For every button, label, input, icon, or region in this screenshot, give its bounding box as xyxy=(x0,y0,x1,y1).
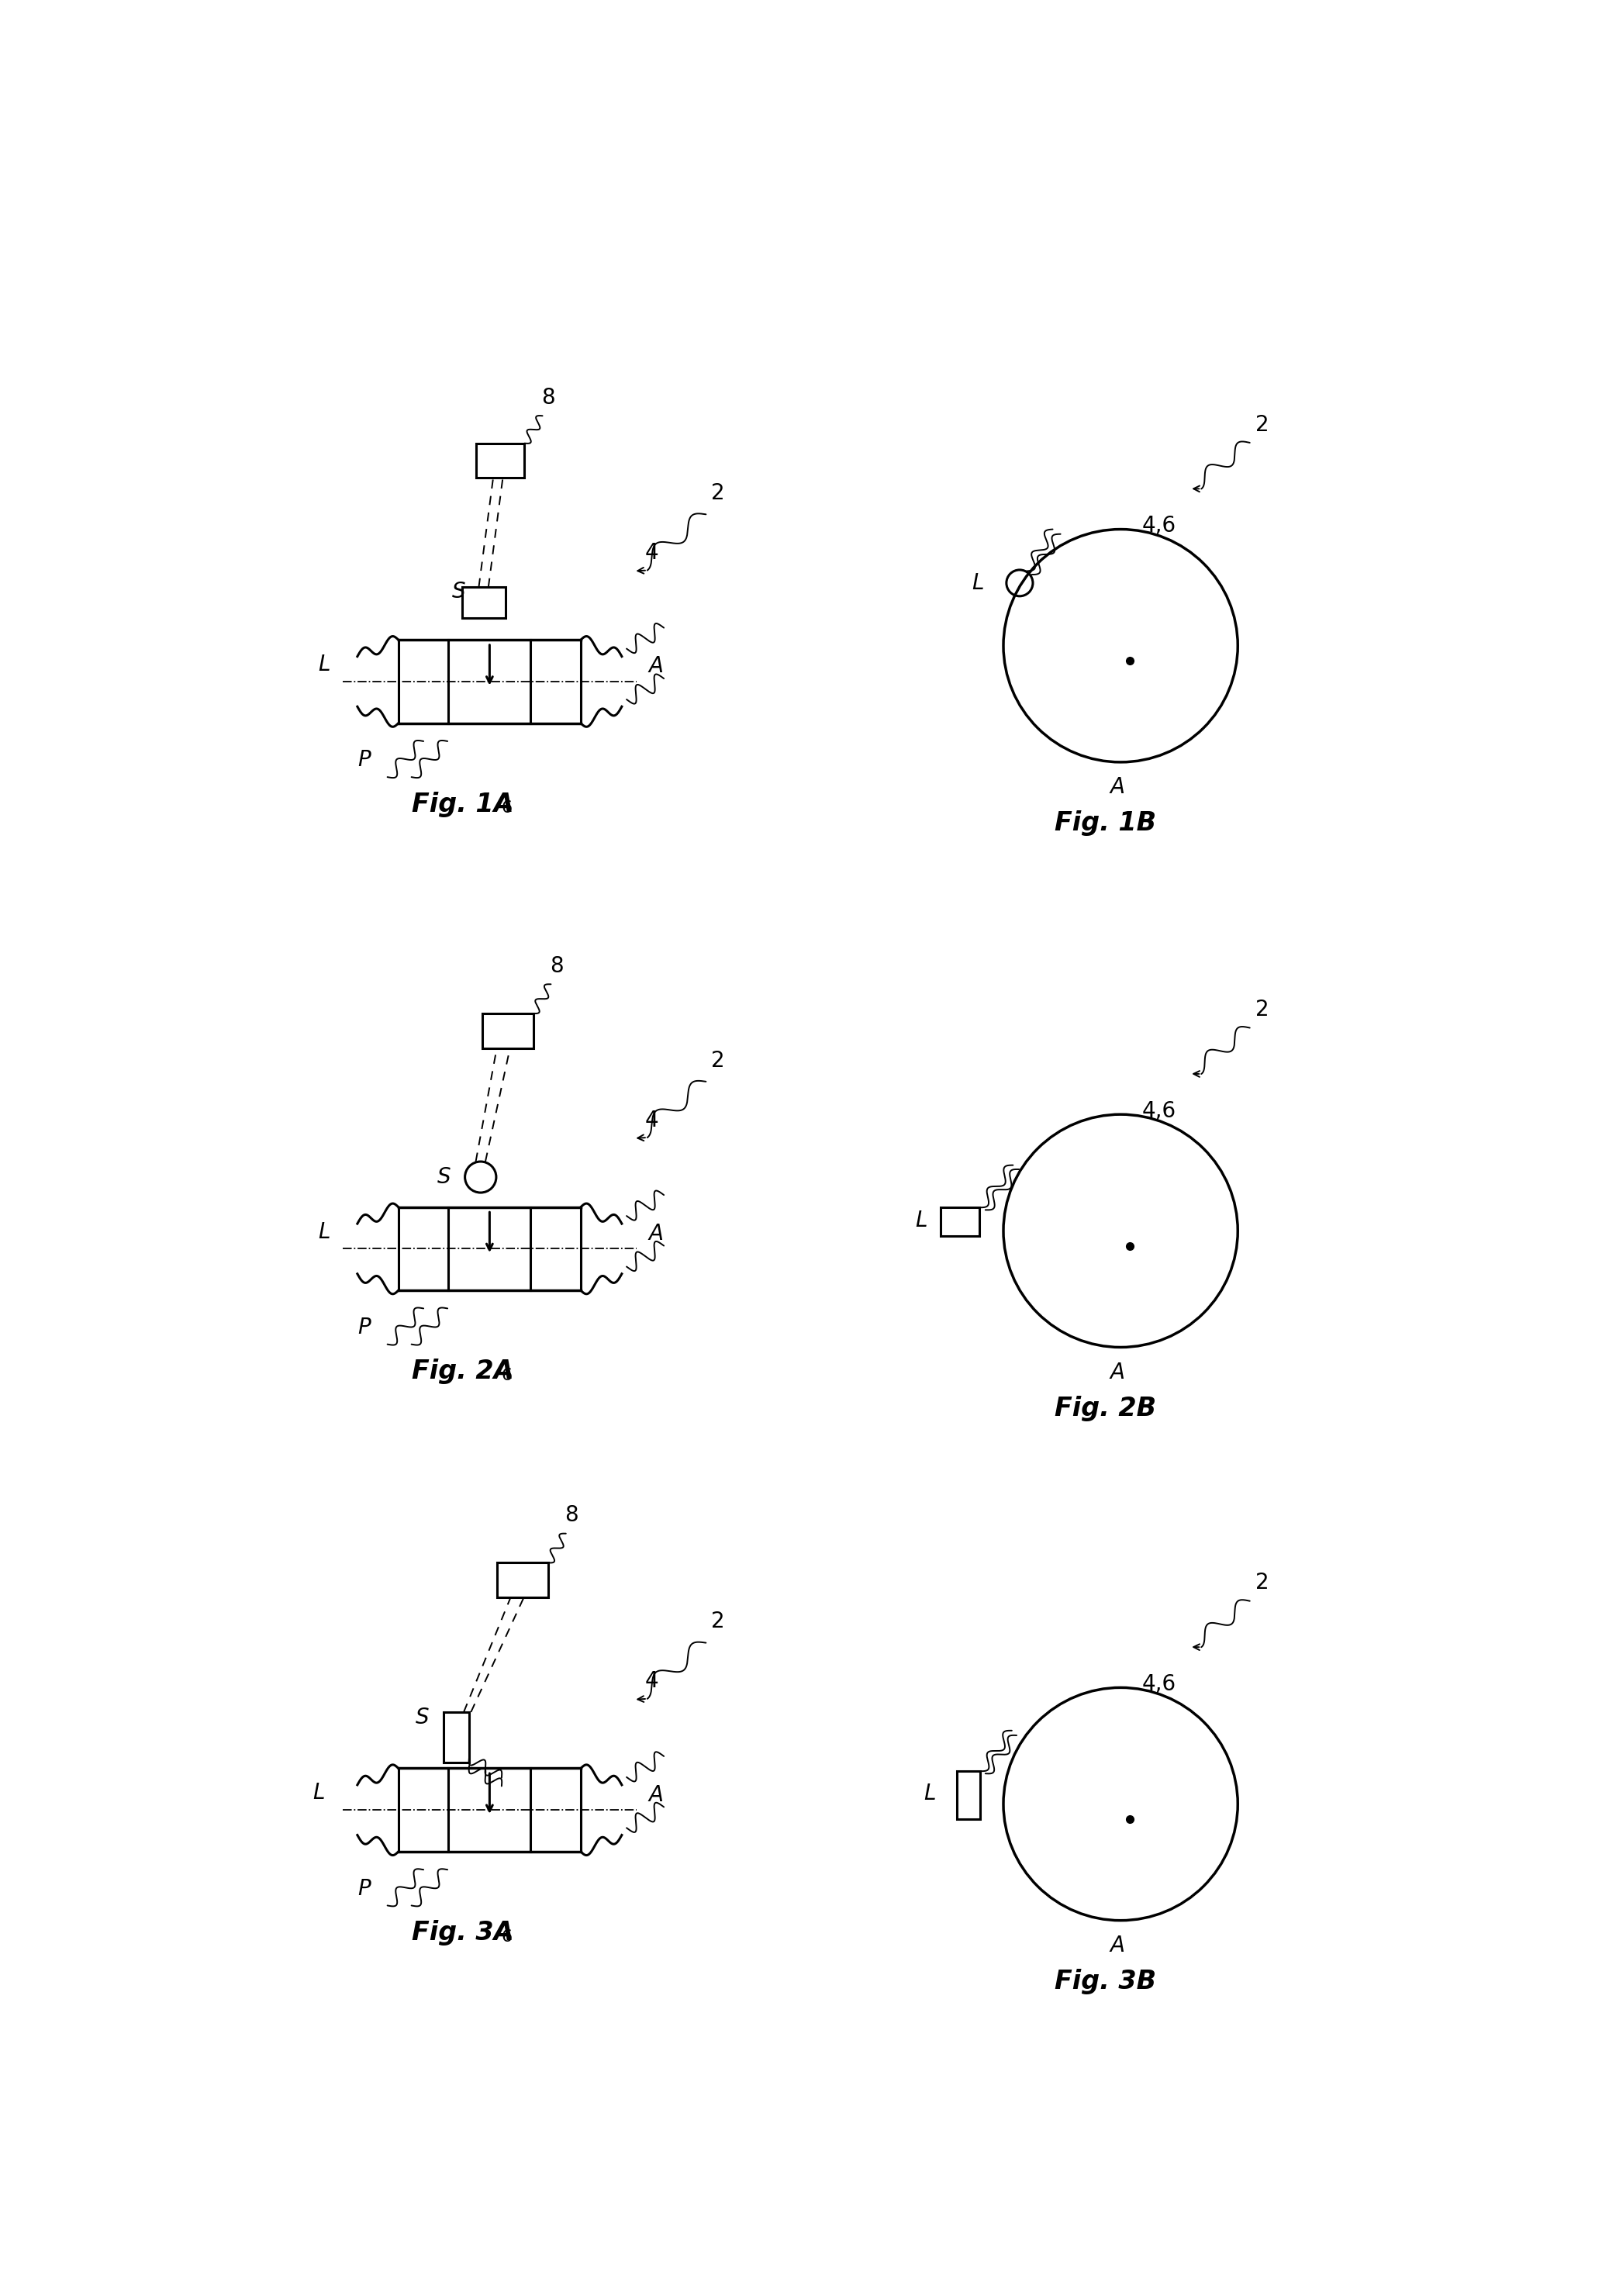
Text: 6: 6 xyxy=(502,1929,513,1945)
Text: Fig. 2B: Fig. 2B xyxy=(1054,1396,1157,1421)
Bar xyxy=(462,588,505,618)
Text: 4,6: 4,6 xyxy=(1142,1674,1176,1694)
Text: 2: 2 xyxy=(711,1612,724,1632)
Text: 4,6: 4,6 xyxy=(1142,1100,1176,1123)
Bar xyxy=(497,1564,549,1598)
Text: 6: 6 xyxy=(502,801,513,815)
Text: A: A xyxy=(1110,1936,1125,1956)
Text: A: A xyxy=(1110,1362,1125,1382)
Text: A: A xyxy=(648,1784,663,1805)
Text: 8: 8 xyxy=(550,955,563,978)
Bar xyxy=(483,1013,533,1049)
Text: S: S xyxy=(452,581,467,602)
Text: A: A xyxy=(648,1224,663,1244)
Text: L: L xyxy=(924,1782,935,1805)
Text: 2: 2 xyxy=(711,482,724,505)
Text: 4,6: 4,6 xyxy=(1142,514,1176,537)
Text: P: P xyxy=(357,1316,370,1339)
Text: P: P xyxy=(357,1878,370,1899)
Text: P: P xyxy=(357,748,370,771)
Text: L: L xyxy=(312,1782,325,1805)
Text: 2: 2 xyxy=(1255,1573,1270,1593)
Text: Fig. 3A: Fig. 3A xyxy=(412,1919,513,1945)
Text: S: S xyxy=(438,1166,451,1187)
Text: 8: 8 xyxy=(565,1504,578,1527)
Text: L: L xyxy=(319,1221,330,1242)
Text: A: A xyxy=(648,657,663,677)
Text: 2: 2 xyxy=(1255,413,1270,436)
Text: L: L xyxy=(916,1210,927,1231)
Bar xyxy=(941,1208,980,1235)
Text: Fig. 1B: Fig. 1B xyxy=(1054,810,1157,836)
Bar xyxy=(957,1770,980,1818)
Text: S: S xyxy=(415,1706,430,1729)
Text: L: L xyxy=(972,572,983,595)
Text: 2: 2 xyxy=(1255,999,1270,1019)
Text: 4: 4 xyxy=(645,542,658,565)
Text: 4: 4 xyxy=(645,1671,658,1692)
Bar xyxy=(476,443,525,478)
Text: 2: 2 xyxy=(711,1049,724,1072)
Text: 8: 8 xyxy=(541,386,555,409)
Text: 4: 4 xyxy=(645,1109,658,1132)
Text: L: L xyxy=(319,654,330,675)
Text: 6: 6 xyxy=(502,1368,513,1382)
Text: Fig. 3B: Fig. 3B xyxy=(1054,1970,1157,1995)
Text: Fig. 2A: Fig. 2A xyxy=(412,1359,513,1384)
Bar xyxy=(444,1713,470,1763)
Text: Fig. 1A: Fig. 1A xyxy=(412,792,513,817)
Text: A: A xyxy=(1110,776,1125,797)
